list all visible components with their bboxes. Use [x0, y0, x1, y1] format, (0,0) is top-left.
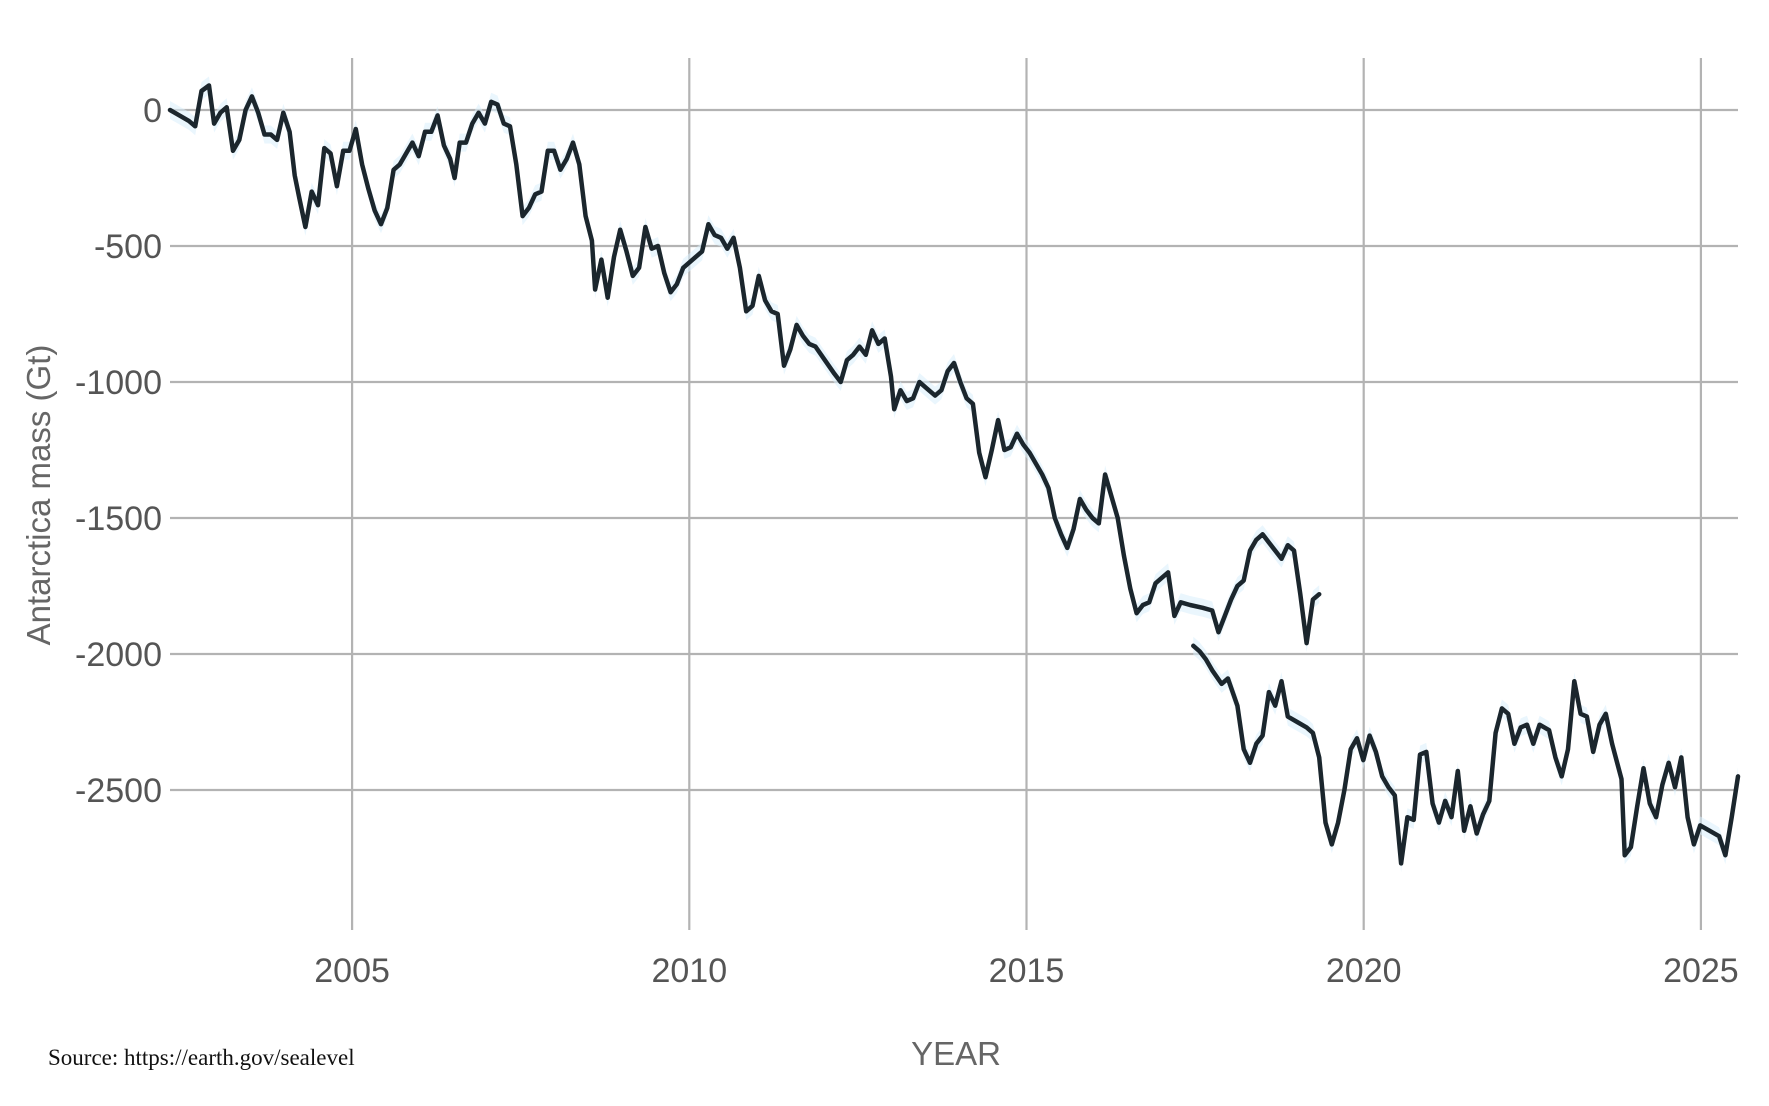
x-tick-label: 2005	[314, 952, 390, 990]
y-tick-label: 0	[143, 92, 162, 130]
x-axis-ticks: 2005 2010 2015 2020 2025	[314, 952, 1738, 990]
x-axis-title: YEAR	[911, 1035, 1001, 1072]
x-tick-label: 2015	[989, 952, 1065, 990]
uncertainty-band-group	[170, 76, 1738, 873]
y-tick-label: -500	[94, 228, 162, 266]
uncertainty-band	[1193, 636, 1738, 873]
y-tick-label: -2000	[75, 636, 162, 674]
series-group	[167, 83, 1741, 866]
mass-series-line	[167, 83, 1322, 646]
y-tick-label: -1500	[75, 500, 162, 538]
x-tick-label: 2010	[651, 952, 727, 990]
y-axis-title: Antarctica mass (Gt)	[20, 345, 57, 646]
y-tick-label: -1000	[75, 364, 162, 402]
grid-lines	[170, 58, 1738, 930]
mass-series-line	[1191, 643, 1741, 866]
y-tick-label: -2500	[75, 772, 162, 810]
x-tick-label: 2020	[1326, 952, 1402, 990]
y-axis-ticks: 0 -500 -1000 -1500 -2000 -2500	[75, 92, 162, 810]
x-tick-label: 2025	[1663, 952, 1739, 990]
source-note: Source: https://earth.gov/sealevel	[48, 1045, 355, 1070]
